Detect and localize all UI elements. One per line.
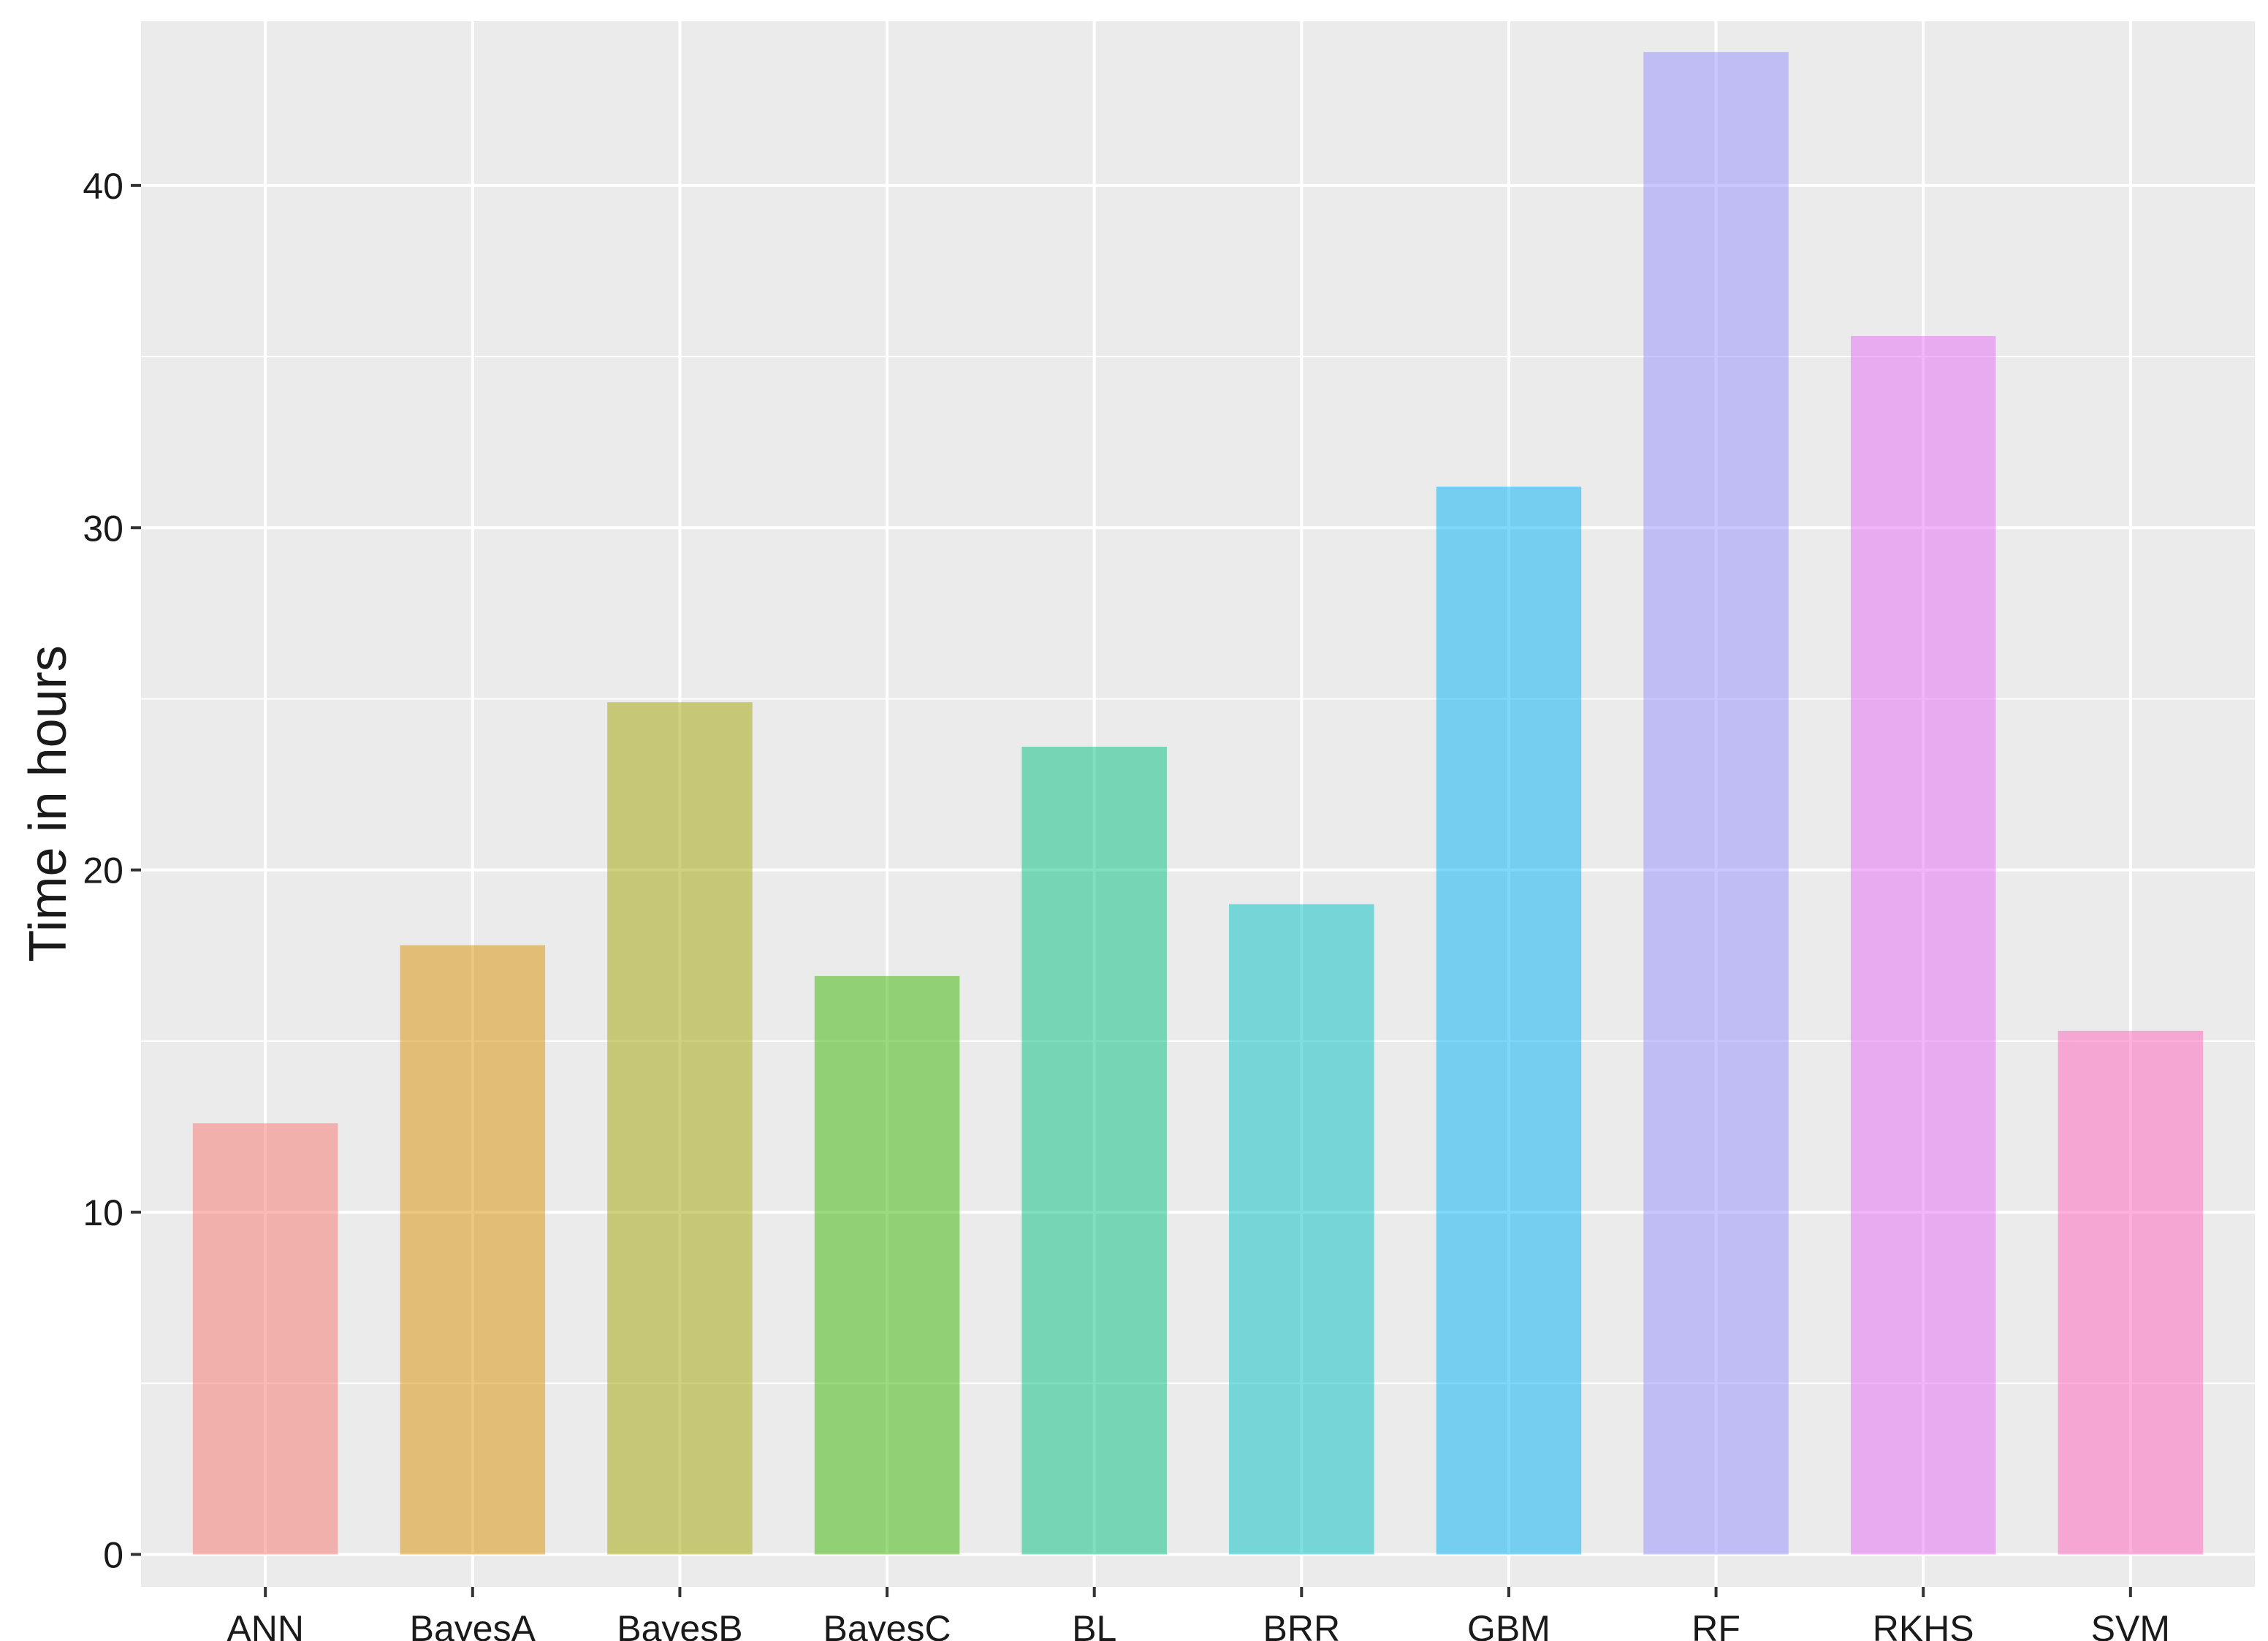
- y-axis: 0 10 20 30 40: [83, 166, 141, 1576]
- x-tick-label: BayesA: [410, 1608, 536, 1641]
- bar-ann: [192, 1123, 338, 1555]
- bar-rkhs: [1850, 335, 1996, 1555]
- x-tick-label: GBM: [1467, 1608, 1550, 1641]
- bar-svm: [2058, 1030, 2204, 1555]
- y-axis-title: Time in hours: [19, 645, 77, 962]
- bars: [192, 52, 2204, 1555]
- bar-bayesb: [607, 702, 753, 1555]
- x-tick-label: BayesB: [617, 1608, 742, 1641]
- bar-bl: [1021, 747, 1167, 1555]
- y-tick-label: 40: [83, 166, 123, 207]
- bar-rf: [1643, 52, 1789, 1555]
- y-tick-label: 30: [83, 508, 123, 549]
- x-tick-label: SVM: [2091, 1608, 2170, 1641]
- bar-bayesc: [814, 975, 960, 1555]
- bar-bayesa: [400, 945, 546, 1555]
- x-tick-label: BL: [1072, 1608, 1116, 1641]
- y-tick-label: 0: [103, 1535, 123, 1576]
- x-tick-label: RF: [1692, 1608, 1740, 1641]
- x-axis: ANN BayesA BayesB BayesC BL BRR GBM RF RKHS SVM: [227, 1587, 2170, 1641]
- bar-gbm: [1436, 487, 1582, 1555]
- x-tick-label: RKHS: [1873, 1608, 1974, 1641]
- x-tick-label: BayesC: [823, 1608, 951, 1641]
- y-tick-label: 10: [83, 1192, 123, 1233]
- y-tick-label: 20: [83, 850, 123, 891]
- bar-brr: [1229, 904, 1374, 1555]
- x-tick-label: BRR: [1263, 1608, 1341, 1641]
- x-tick-label: ANN: [227, 1608, 304, 1641]
